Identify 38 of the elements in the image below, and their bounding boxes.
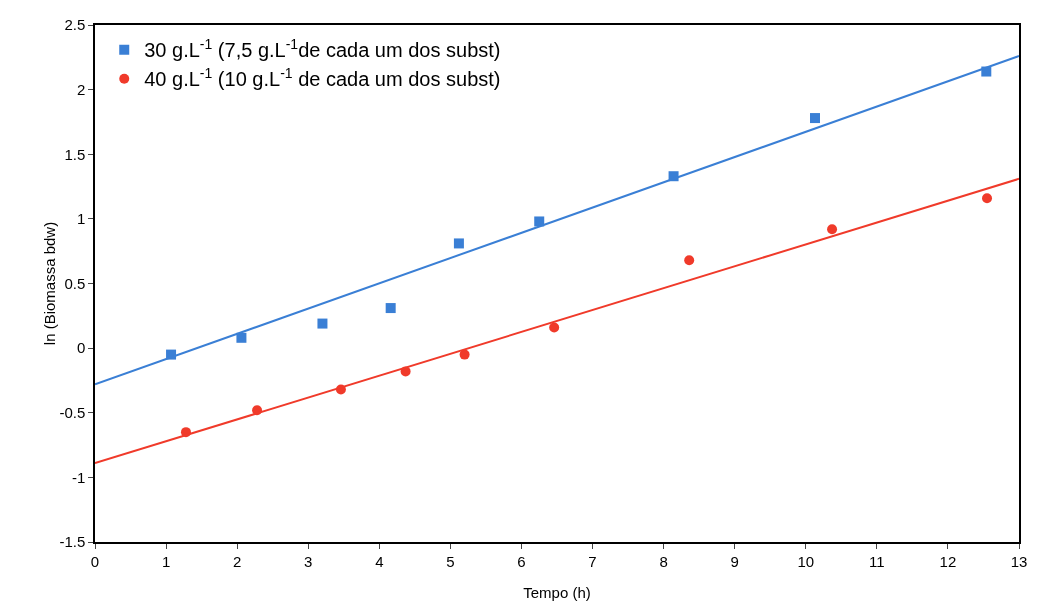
y-tick-label: 1.5 bbox=[64, 145, 86, 163]
x-tick-label: 0 bbox=[90, 552, 100, 570]
x-tick-label: 7 bbox=[588, 552, 597, 570]
point bbox=[549, 322, 560, 333]
y-tick-label: 0.5 bbox=[64, 274, 86, 292]
x-tick-label: 2 bbox=[232, 552, 242, 570]
x-tick-label: 1 bbox=[161, 552, 171, 570]
y-axis-title: ln (Biomassa bdw) bbox=[40, 221, 58, 346]
x-tick-label: 8 bbox=[659, 552, 668, 570]
x-tick-label: 3 bbox=[304, 552, 313, 570]
x-tick-label: 12 bbox=[939, 552, 957, 570]
point bbox=[534, 216, 545, 227]
x-tick-label: 10 bbox=[797, 552, 815, 570]
y-tick-label: 0 bbox=[76, 339, 86, 357]
y-tick-label: 1 bbox=[76, 210, 86, 228]
x-tick-label: 9 bbox=[730, 552, 739, 570]
y-tick-label: -1.5 bbox=[59, 533, 86, 551]
point bbox=[236, 332, 247, 343]
point bbox=[982, 193, 993, 204]
x-tick-label: 6 bbox=[517, 552, 526, 570]
point bbox=[459, 349, 470, 360]
legend-label: 30 g.L$^{-1}$ (7,5 g.L$^{-1}$de cada um dos subst) bbox=[144, 36, 501, 62]
point bbox=[385, 303, 396, 314]
y-tick-label: 2 bbox=[76, 80, 86, 98]
y-tick-label: 2.5 bbox=[64, 16, 86, 34]
x-tick-label: 11 bbox=[869, 552, 885, 570]
point bbox=[827, 224, 838, 235]
y-tick-label: -1 bbox=[71, 468, 86, 486]
x-axis-title: Tempo (h) bbox=[523, 583, 591, 601]
x-tick-label: 5 bbox=[446, 552, 455, 570]
x-tick-label: 13 bbox=[1010, 552, 1028, 570]
point bbox=[317, 318, 328, 329]
point bbox=[453, 238, 464, 249]
point bbox=[810, 113, 821, 124]
x-tick-label: 4 bbox=[375, 552, 384, 570]
legend-label: 40 g.L$^{-1}$ (10 g.L$^{-1}$ de cada um dos subst) bbox=[144, 65, 501, 91]
y-tick-label: -0.5 bbox=[59, 404, 86, 421]
point bbox=[684, 255, 695, 266]
